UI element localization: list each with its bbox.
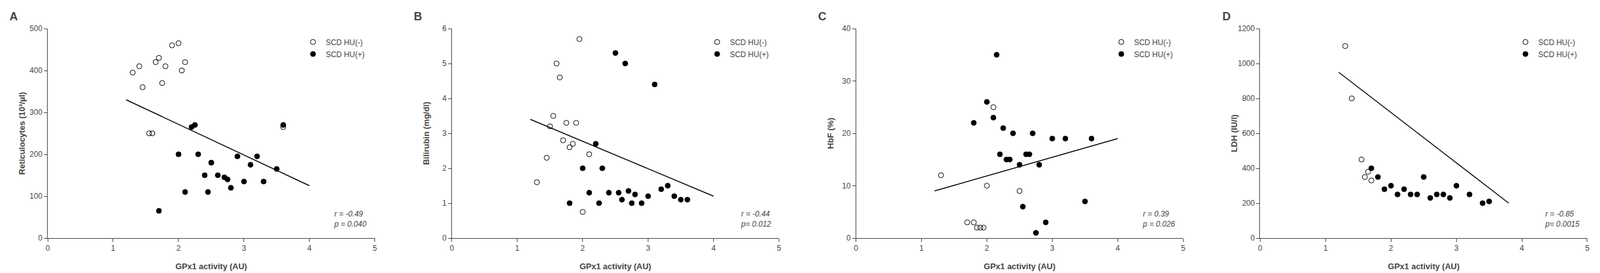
- svg-text:5: 5: [776, 244, 782, 253]
- svg-text:1: 1: [442, 198, 447, 208]
- svg-text:2: 2: [984, 244, 990, 253]
- svg-text:LDH (IU/l): LDH (IU/l): [1229, 114, 1239, 152]
- svg-text:r = -0.49p = 0.040: r = -0.49p = 0.040: [333, 209, 367, 229]
- svg-text:400: 400: [1242, 164, 1255, 173]
- svg-text:GPx1 activity (AU): GPx1 activity (AU): [175, 261, 248, 272]
- svg-text:0: 0: [38, 233, 43, 243]
- svg-text:4: 4: [442, 94, 447, 103]
- svg-text:r = -0.44p= 0.012: r = -0.44p= 0.012: [740, 209, 772, 229]
- svg-text:3: 3: [1050, 244, 1055, 253]
- svg-text:4: 4: [1115, 244, 1121, 253]
- svg-text:0: 0: [449, 244, 454, 253]
- svg-text:600: 600: [1242, 129, 1255, 138]
- svg-text:4: 4: [307, 244, 312, 253]
- svg-text:SCD HU(-): SCD HU(-): [729, 38, 767, 48]
- svg-text:200: 200: [29, 150, 43, 159]
- svg-text:Bilirubin (mg/dl): Bilirubin (mg/dl): [421, 101, 431, 166]
- svg-text:SCD HU(-): SCD HU(-): [1538, 38, 1576, 48]
- svg-text:1: 1: [919, 244, 924, 253]
- svg-text:Reticulocytes (10³/µl): Reticulocytes (10³/µl): [17, 92, 27, 175]
- svg-text:2: 2: [442, 164, 447, 173]
- svg-text:D: D: [1222, 10, 1231, 23]
- svg-text:1200: 1200: [1237, 24, 1255, 34]
- svg-text:3: 3: [442, 129, 447, 138]
- svg-text:A: A: [9, 10, 18, 23]
- svg-text:2: 2: [1388, 244, 1394, 253]
- svg-text:3: 3: [1454, 244, 1459, 253]
- svg-text:GPx1 activity (AU): GPx1 activity (AU): [1387, 261, 1460, 272]
- svg-text:GPx1 activity (AU): GPx1 activity (AU): [579, 261, 652, 272]
- svg-text:200: 200: [1242, 198, 1255, 208]
- svg-text:0: 0: [846, 233, 851, 243]
- svg-text:40: 40: [842, 24, 852, 34]
- svg-text:SCD HU(+): SCD HU(+): [1538, 50, 1578, 60]
- svg-text:r = 0.39p = 0.026: r = 0.39p = 0.026: [1142, 209, 1176, 229]
- svg-text:B: B: [413, 10, 423, 23]
- svg-text:100: 100: [29, 191, 43, 201]
- svg-text:20: 20: [842, 129, 852, 138]
- svg-text:400: 400: [29, 66, 43, 76]
- svg-text:GPx1 activity (AU): GPx1 activity (AU): [984, 261, 1056, 272]
- svg-text:SCD HU(-): SCD HU(-): [325, 38, 363, 48]
- svg-text:0: 0: [853, 244, 859, 253]
- svg-text:5: 5: [372, 244, 377, 253]
- svg-text:800: 800: [1242, 94, 1255, 103]
- svg-text:5: 5: [442, 59, 447, 69]
- svg-text:1: 1: [514, 244, 520, 253]
- svg-text:HbF (%): HbF (%): [825, 117, 836, 149]
- svg-text:1: 1: [111, 244, 116, 253]
- svg-text:SCD HU(+): SCD HU(+): [1134, 50, 1173, 60]
- svg-text:5: 5: [1181, 244, 1186, 253]
- svg-text:5: 5: [1585, 244, 1590, 253]
- svg-text:3: 3: [241, 244, 247, 253]
- svg-text:r = -0.85p= 0.0015: r = -0.85p= 0.0015: [1544, 209, 1580, 229]
- svg-text:4: 4: [1519, 244, 1525, 253]
- svg-text:0: 0: [45, 244, 51, 253]
- svg-text:C: C: [818, 10, 827, 23]
- svg-text:SCD HU(+): SCD HU(+): [729, 50, 769, 60]
- svg-text:1000: 1000: [1237, 59, 1255, 69]
- svg-text:300: 300: [29, 108, 43, 117]
- svg-text:1: 1: [1323, 244, 1328, 253]
- svg-text:2: 2: [176, 244, 182, 253]
- svg-text:2: 2: [580, 244, 585, 253]
- svg-text:6: 6: [442, 24, 447, 34]
- svg-text:4: 4: [711, 244, 716, 253]
- svg-text:0: 0: [1250, 233, 1255, 243]
- svg-text:SCD HU(-): SCD HU(-): [1134, 38, 1171, 48]
- svg-text:0: 0: [442, 233, 447, 243]
- svg-text:0: 0: [1258, 244, 1263, 253]
- svg-text:SCD HU(+): SCD HU(+): [325, 50, 365, 60]
- svg-text:500: 500: [29, 24, 43, 34]
- svg-text:30: 30: [842, 76, 852, 86]
- svg-text:3: 3: [645, 244, 651, 253]
- svg-text:10: 10: [842, 181, 852, 191]
